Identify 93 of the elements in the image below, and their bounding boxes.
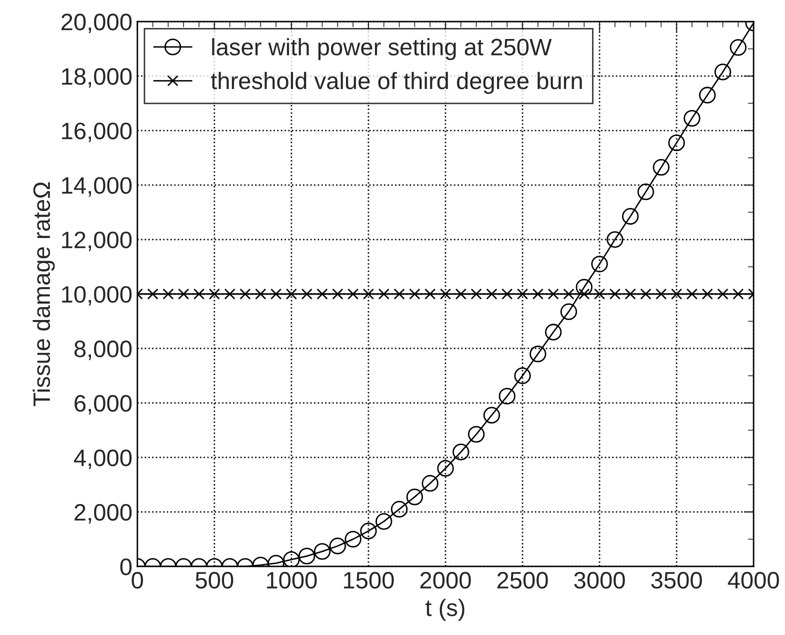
point	[344, 530, 362, 548]
x-tick-label: 3000	[574, 572, 625, 589]
y-tick-label: 18,000	[62, 68, 132, 88]
y-tick-label: 20,000	[61, 14, 132, 34]
point	[640, 288, 652, 300]
point	[440, 288, 452, 300]
x-tick-label: 2500	[497, 572, 548, 589]
point	[714, 64, 732, 80]
point	[378, 288, 390, 300]
point	[390, 500, 408, 518]
x-tick-label: 0	[132, 572, 144, 589]
point	[486, 288, 498, 300]
point	[270, 288, 282, 300]
point	[483, 406, 500, 424]
point	[298, 548, 316, 564]
point	[732, 288, 744, 300]
point	[468, 426, 485, 443]
point	[178, 288, 190, 300]
y-tick-label: 10,000	[62, 286, 132, 306]
point	[591, 256, 608, 272]
point	[286, 288, 297, 300]
y-tick-label: 0	[120, 558, 132, 576]
point	[162, 288, 174, 300]
point	[452, 444, 470, 460]
x-tick-label: 1500	[344, 572, 394, 589]
point	[622, 208, 639, 225]
point	[502, 288, 513, 300]
point	[316, 288, 328, 300]
x-tick-label: 1000	[266, 572, 317, 589]
x-tick-label: 3500	[651, 572, 702, 589]
point	[530, 346, 546, 362]
point	[514, 367, 531, 384]
y-tick-label: 2,000	[74, 504, 132, 524]
point	[532, 288, 544, 300]
point	[609, 288, 621, 300]
point	[686, 288, 698, 300]
point	[656, 288, 667, 300]
point	[730, 39, 747, 56]
point	[702, 288, 713, 300]
point	[548, 288, 559, 300]
y-tick-label: 12,000	[62, 232, 132, 252]
point	[671, 288, 682, 300]
point	[624, 288, 636, 300]
point	[563, 288, 574, 300]
x-axis-title: t (s)	[426, 598, 464, 621]
point	[406, 488, 424, 506]
point	[193, 288, 205, 300]
point	[668, 134, 685, 152]
x-tick-label: 2000	[420, 572, 471, 589]
y-axis-title: Tissue damage rateΩ	[32, 182, 55, 406]
point	[637, 184, 654, 200]
legend-label: laser with power setting at 250W	[212, 38, 552, 60]
x-tick-label: 500	[196, 572, 234, 589]
point	[424, 288, 436, 300]
point	[301, 288, 312, 300]
point	[578, 288, 590, 300]
point	[362, 288, 374, 300]
point	[422, 475, 438, 492]
point	[255, 288, 266, 300]
point	[332, 288, 344, 300]
y-tick-label: 14,000	[62, 177, 132, 197]
point	[455, 288, 466, 300]
point	[394, 288, 405, 300]
y-tick-label: 8,000	[74, 340, 132, 360]
point	[560, 303, 578, 320]
point	[348, 288, 359, 300]
point	[240, 288, 251, 300]
point	[314, 543, 331, 560]
legend-label: threshold value of third degree burn	[210, 72, 582, 94]
x-tick-label: 4000	[728, 572, 779, 589]
point	[360, 522, 377, 540]
point	[329, 538, 346, 554]
point	[470, 288, 482, 300]
point	[699, 86, 716, 104]
point	[652, 159, 670, 176]
point	[224, 288, 236, 300]
point	[594, 288, 606, 300]
point	[576, 278, 592, 296]
point	[498, 388, 516, 404]
point	[437, 460, 454, 477]
y-tick-label: 4,000	[74, 450, 132, 470]
point	[376, 513, 392, 530]
point	[544, 324, 562, 340]
point	[516, 288, 528, 300]
point	[684, 110, 700, 127]
point	[283, 551, 300, 566]
y-tick-label: 6,000	[74, 395, 132, 415]
point	[606, 231, 624, 248]
point	[147, 288, 158, 300]
point	[409, 288, 420, 300]
point	[717, 288, 728, 300]
y-tick-label: 16,000	[62, 122, 132, 142]
point	[208, 288, 220, 300]
